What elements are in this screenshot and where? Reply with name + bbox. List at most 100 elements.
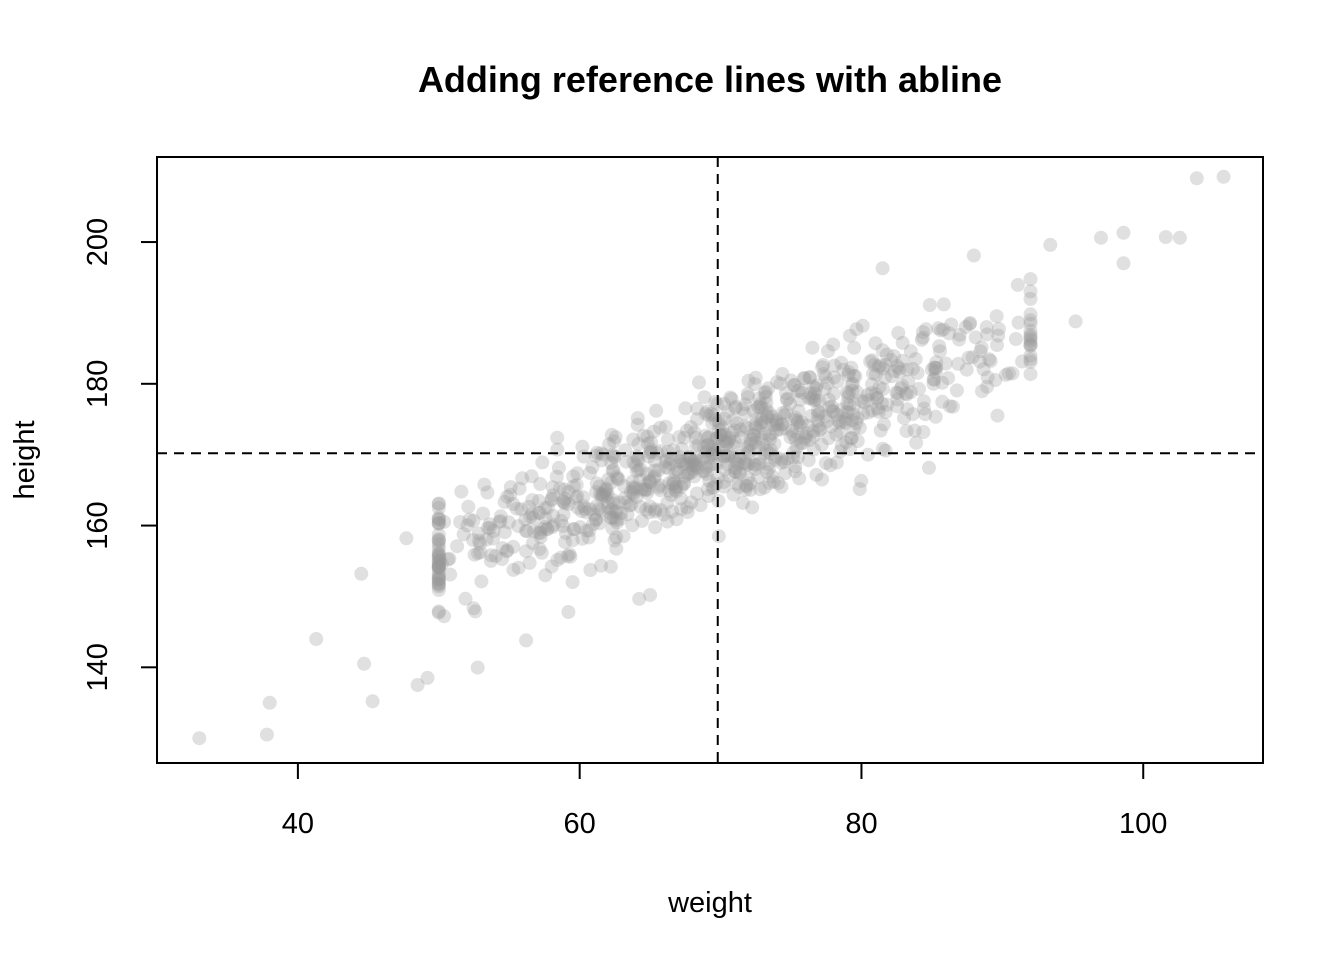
data-point	[679, 423, 694, 438]
data-point	[598, 489, 613, 504]
data-point	[746, 428, 761, 443]
data-point	[625, 518, 640, 533]
data-point	[870, 390, 885, 405]
data-point	[976, 362, 991, 377]
data-point	[642, 473, 657, 488]
data-point	[431, 559, 446, 574]
data-point	[558, 535, 572, 550]
data-point	[431, 541, 446, 556]
data-point	[810, 404, 825, 419]
data-point	[951, 356, 966, 371]
data-point	[566, 469, 581, 484]
data-point	[712, 439, 727, 454]
data-point	[636, 428, 651, 443]
data-point	[922, 460, 936, 475]
data-point	[663, 456, 677, 471]
data-point	[698, 428, 713, 443]
data-point	[431, 516, 446, 531]
data-point	[722, 469, 737, 484]
data-point	[431, 554, 446, 569]
data-point	[431, 583, 446, 597]
data-point	[870, 391, 884, 406]
data-point	[431, 604, 446, 619]
data-point	[989, 309, 1004, 324]
data-point	[737, 456, 752, 471]
data-point	[431, 516, 446, 531]
data-point	[748, 457, 763, 472]
data-point	[431, 512, 446, 527]
data-point	[705, 440, 720, 455]
data-point	[545, 480, 560, 495]
data-point	[518, 523, 533, 538]
data-point	[641, 505, 656, 520]
data-point	[605, 521, 620, 536]
data-point	[495, 552, 510, 566]
data-point	[872, 380, 887, 395]
data-point	[817, 409, 832, 424]
data-point	[741, 373, 756, 388]
data-point	[754, 415, 769, 430]
data-point	[709, 457, 724, 472]
data-point	[961, 350, 976, 365]
data-point	[560, 549, 575, 564]
data-point	[829, 427, 844, 442]
data-point	[751, 470, 765, 485]
data-point	[653, 444, 668, 459]
data-point	[458, 591, 473, 606]
data-point	[788, 413, 803, 428]
data-point	[914, 332, 929, 347]
data-point	[665, 504, 680, 519]
data-point	[669, 512, 684, 527]
data-point	[854, 393, 869, 408]
data-point	[748, 435, 763, 450]
data-point	[1023, 331, 1038, 346]
data-point	[849, 322, 864, 337]
data-point	[1023, 329, 1038, 344]
data-point	[431, 570, 446, 585]
data-point	[807, 386, 822, 401]
data-point	[743, 444, 758, 459]
data-point	[630, 451, 645, 466]
data-point	[716, 475, 731, 490]
data-point	[688, 430, 703, 445]
data-point	[701, 451, 715, 466]
data-point	[798, 431, 813, 446]
data-point	[891, 326, 906, 340]
data-point	[633, 499, 648, 514]
data-point	[767, 436, 782, 451]
data-point	[789, 440, 804, 455]
data-point	[467, 547, 482, 562]
data-point	[791, 404, 806, 418]
data-point	[752, 399, 767, 414]
data-point	[692, 375, 706, 390]
data-point	[500, 489, 515, 504]
data-point	[697, 440, 712, 455]
data-point	[757, 386, 772, 401]
data-point	[754, 432, 769, 447]
data-point	[611, 472, 626, 487]
data-point	[878, 357, 893, 372]
data-point	[647, 453, 662, 468]
data-point	[833, 425, 848, 440]
data-point	[728, 464, 743, 479]
data-point	[1005, 366, 1020, 381]
x-tick-label: 100	[1119, 808, 1167, 840]
data-point	[518, 512, 533, 527]
data-point	[740, 386, 755, 401]
data-point	[658, 454, 673, 469]
data-point	[550, 553, 565, 567]
data-point	[806, 379, 821, 394]
data-point	[760, 408, 775, 423]
data-point	[410, 678, 425, 692]
data-point	[495, 541, 510, 556]
data-point	[567, 522, 582, 537]
data-point	[998, 367, 1013, 382]
data-point	[531, 493, 546, 508]
data-point	[634, 482, 649, 497]
data-point	[626, 482, 641, 497]
data-point	[646, 424, 661, 439]
data-point	[822, 392, 836, 407]
data-point	[722, 431, 737, 445]
data-point	[399, 531, 414, 546]
data-point	[735, 402, 750, 416]
